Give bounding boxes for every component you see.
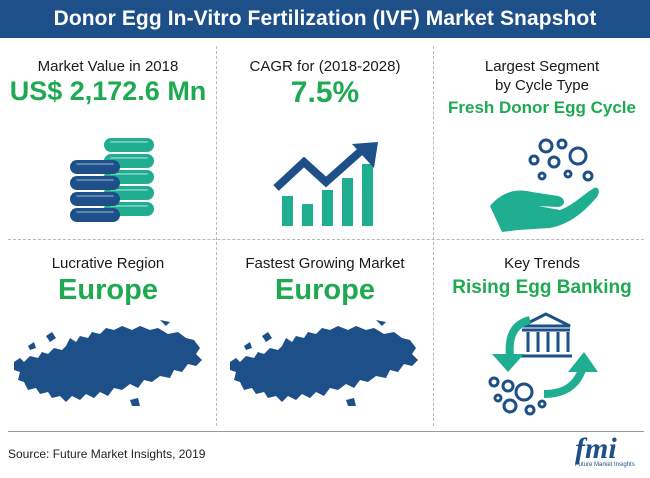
cagr-label: CAGR for (2018-2028) <box>249 58 401 75</box>
largest-segment-label-2: by Cycle Type <box>495 77 589 94</box>
footer-divider <box>8 431 644 432</box>
fmi-logo: fmi Future Market Insights <box>575 432 635 469</box>
growth-chart-icon <box>273 142 378 226</box>
fastest-growing-cell: Fastest Growing Market Europe <box>217 254 433 307</box>
key-trends-value: Rising Egg Banking <box>452 277 632 298</box>
egg-bank-icon <box>488 312 598 416</box>
page-title: Donor Egg In-Vitro Fertilization (IVF) M… <box>0 0 650 38</box>
source-note: Source: Future Market Insights, 2019 <box>8 447 206 461</box>
lucrative-region-cell: Lucrative Region Europe <box>0 254 216 307</box>
largest-segment-cell: Largest Segment by Cycle Type Fresh Dono… <box>434 57 650 121</box>
market-value-label: Market Value in 2018 <box>37 58 179 75</box>
cagr-cell: CAGR for (2018-2028) 7.5% <box>217 57 433 110</box>
largest-segment-value: Fresh Donor Egg Cycle <box>448 98 636 117</box>
fmi-logo-subtitle: Future Market Insights <box>575 462 635 468</box>
hand-eggs-icon <box>490 138 599 232</box>
market-value-cell: Market Value in 2018 US$ 2,172.6 Mn <box>0 57 216 107</box>
coin-stacks-icon <box>70 138 154 222</box>
europe-map-icon <box>230 320 418 406</box>
lucrative-region-label: Lucrative Region <box>51 255 165 272</box>
key-trends-cell: Key Trends Rising Egg Banking <box>434 254 650 303</box>
key-trends-label: Key Trends <box>504 255 580 272</box>
market-value-amount: US$ 2,172.6 Mn <box>9 76 207 106</box>
fastest-growing-value: Europe <box>275 274 375 306</box>
fmi-logo-text: fmi <box>575 432 617 465</box>
cagr-value: 7.5% <box>290 76 360 109</box>
lucrative-region-value: Europe <box>58 274 158 306</box>
europe-map-icon <box>14 320 202 406</box>
largest-segment-label-1: Largest Segment <box>484 58 600 75</box>
fastest-growing-label: Fastest Growing Market <box>245 255 405 272</box>
